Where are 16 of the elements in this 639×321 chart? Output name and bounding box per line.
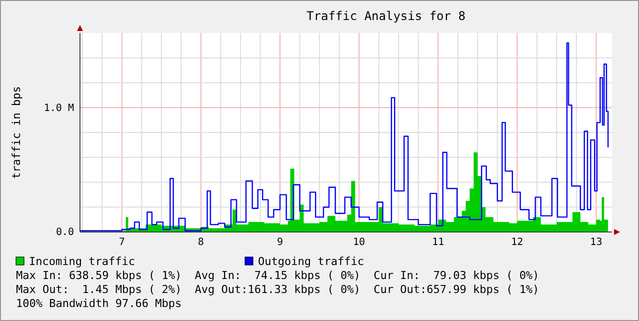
y-axis-title: traffic in bps [10, 86, 23, 179]
text: Max Out: 1.45 Mbps ( 2%) Avg Out:161.33 kbps ( 0%) Cur Out:657.99 kbps ( 1%) [16, 283, 540, 296]
x-tick-label: 8 [198, 237, 204, 248]
x-tick-label: 11 [432, 237, 444, 248]
y-tick-label: 1.0 M [44, 102, 74, 114]
text: 100% Bandwidth 97.66 Mbps [16, 297, 182, 310]
x-tick-label: 7 [118, 237, 125, 248]
legend-label: Incoming traffic [29, 255, 135, 268]
x-tick-label: 13 [590, 237, 602, 248]
y-tick-label: 0.0 [56, 227, 74, 238]
text: Max In: 638.59 kbps ( 1%) Avg In: 74.15 kbps ( 0%) Cur In: 79.03 kbps ( 0%) [16, 269, 540, 282]
legend-label: Outgoing traffic [258, 255, 364, 268]
x-tick-label: 10 [353, 237, 366, 248]
x-tick-label: 9 [276, 237, 284, 248]
x-tick-label: 12 [511, 237, 524, 248]
chart-title: Traffic Analysis for 8 [306, 9, 466, 23]
